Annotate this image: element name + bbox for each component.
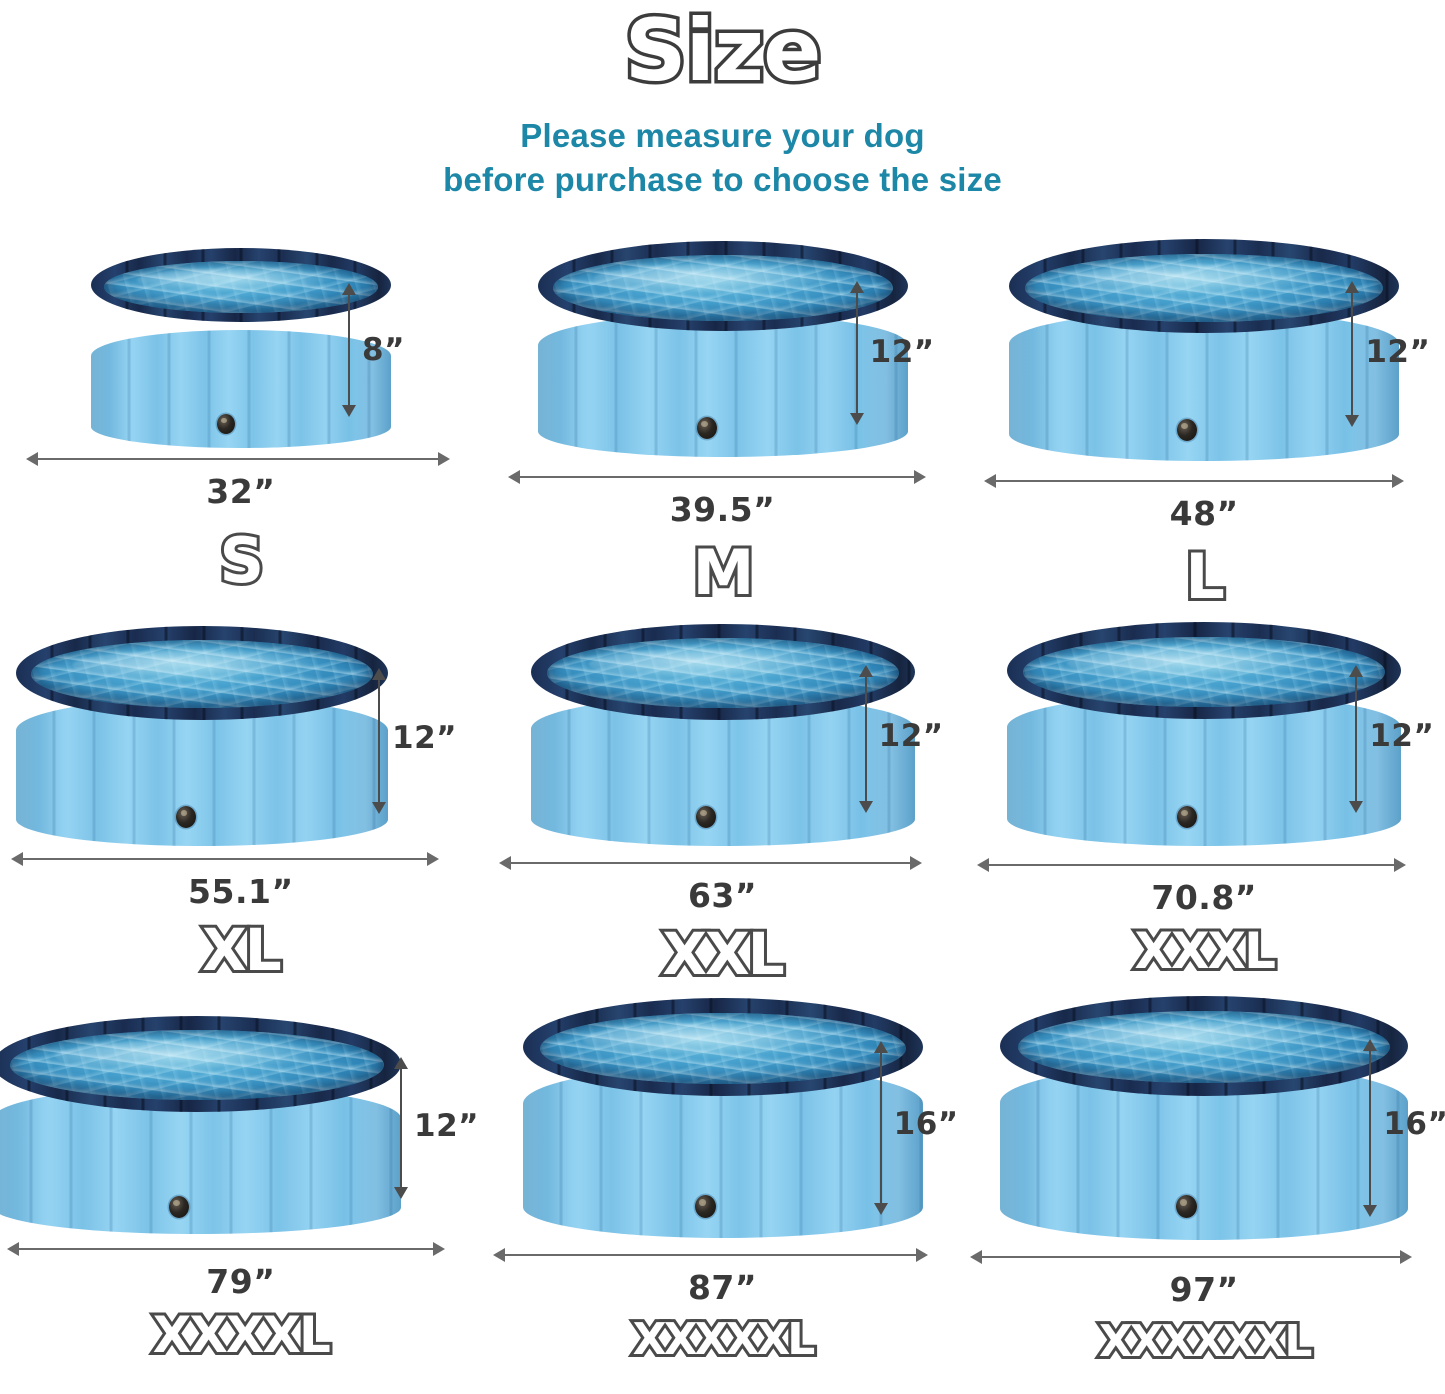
height-label-xxxxxxl: 16” [1383, 1106, 1445, 1142]
height-dimension-arrow-xxl [864, 676, 867, 802]
size-cell-l: 12” 48” L [963, 236, 1445, 616]
height-label-xl: 12” [392, 720, 458, 756]
page-title: Size [621, 1, 825, 101]
width-label-l: 48” [1169, 494, 1239, 533]
size-row-3: 12” 79” XXXXL 16” 87” XXXXXL [0, 996, 1445, 1370]
size-name-s: S [217, 521, 268, 600]
size-name-xxxxxl: XXXXXL [630, 1311, 819, 1368]
size-name-xl: XL [199, 913, 285, 987]
pool-icon [1009, 239, 1400, 461]
drain-plug-icon [1176, 806, 1197, 828]
drain-plug-icon [1176, 419, 1197, 441]
size-cell-xxxxxl: 16” 87” XXXXXL [482, 996, 964, 1370]
width-dimension-arrow-xxxxxxl [981, 1256, 1402, 1258]
height-dimension-arrow-l [1351, 292, 1354, 416]
subtitle-line-1: Please measure your dog [520, 117, 925, 154]
height-dimension-arrow-xxxl [1355, 676, 1358, 802]
size-cell-xl: 12” 55.1” XL [0, 616, 482, 996]
height-label-xxl: 12” [878, 718, 944, 754]
subtitle-line-2: before purchase to choose the size [443, 160, 1002, 198]
height-dimension-arrow-xxxxxxl [1369, 1050, 1372, 1206]
pool-icon [0, 1016, 402, 1234]
pool-icon [537, 241, 908, 457]
width-dimension-arrow-s [37, 458, 439, 460]
height-label-l: 12” [1365, 334, 1431, 370]
pool-icon [530, 624, 915, 846]
width-label-s: 32” [206, 472, 276, 511]
drain-plug-icon [168, 1196, 189, 1218]
height-label-xxxxxl: 16” [893, 1106, 959, 1142]
drain-plug-icon [216, 414, 235, 434]
height-dimension-arrow-xxxxl [400, 1068, 402, 1188]
size-cell-xxxl: 12” 70.8” XXXL [963, 616, 1445, 996]
size-name-xxxl: XXXL [1131, 919, 1278, 983]
width-dimension-arrow-xxxl [988, 864, 1396, 866]
drain-plug-icon [694, 1195, 716, 1218]
page-subtitle: Please measure your dog before purchase … [0, 114, 1445, 201]
size-row-1: 8” 32” S 12” 39.5” M [0, 236, 1445, 616]
width-label-xxxxxl: 87” [687, 1268, 758, 1307]
height-label-xxxxl: 12” [414, 1108, 480, 1144]
size-cell-xxl: 12” 63” XXL [482, 616, 964, 996]
drain-plug-icon [1175, 1195, 1197, 1218]
drain-plug-icon [695, 806, 716, 828]
width-label-xxxxl: 79” [206, 1262, 276, 1301]
width-dimension-arrow-xxxxxl [503, 1254, 918, 1256]
size-name-xxxxxxl: XXXXXXL [1096, 1313, 1316, 1370]
size-cell-s: 8” 32” S [0, 236, 482, 616]
width-dimension-arrow-l [995, 480, 1394, 482]
width-label-xxxxxxl: 97” [1169, 1270, 1239, 1309]
size-name-xxl: XXL [659, 917, 787, 991]
size-cell-xxxxxxl: 16” 97” XXXXXXL [963, 996, 1445, 1370]
width-dimension-arrow-m [518, 476, 916, 478]
size-row-2: 12” 55.1” XL 12” 63” XXL [0, 616, 1445, 996]
width-label-xxxl: 70.8” [1151, 878, 1257, 917]
pool-icon [90, 248, 391, 448]
width-dimension-arrow-xxxxl [18, 1248, 434, 1250]
height-dimension-arrow-xl [378, 679, 380, 803]
pool-icon [522, 998, 923, 1238]
height-dimension-arrow-m [855, 292, 858, 414]
width-label-m: 39.5” [669, 490, 776, 529]
height-label-xxxl: 12” [1369, 718, 1435, 754]
size-cell-xxxxl: 12” 79” XXXXL [0, 996, 482, 1370]
height-label-s: 8” [362, 332, 405, 368]
size-name-l: L [1182, 537, 1227, 616]
width-dimension-arrow-xl [22, 858, 428, 860]
width-label-xxl: 63” [687, 876, 758, 915]
pool-icon [1007, 622, 1402, 846]
width-dimension-arrow-xxl [509, 862, 912, 864]
page-header: Size Please measure your dog before purc… [0, 0, 1445, 201]
size-name-m: M [690, 533, 758, 612]
drain-plug-icon [696, 417, 717, 439]
height-dimension-arrow-s [348, 294, 350, 406]
height-dimension-arrow-xxxxxl [879, 1052, 882, 1204]
pool-icon [1000, 996, 1409, 1240]
height-label-m: 12” [869, 334, 935, 370]
width-label-xl: 55.1” [188, 872, 294, 911]
pool-icon [16, 626, 389, 846]
size-name-xxxxl: XXXXL [150, 1303, 334, 1367]
drain-plug-icon [176, 806, 197, 828]
size-cell-m: 12” 39.5” M [482, 236, 964, 616]
size-chart-grid: 8” 32” S 12” 39.5” M [0, 236, 1445, 1370]
